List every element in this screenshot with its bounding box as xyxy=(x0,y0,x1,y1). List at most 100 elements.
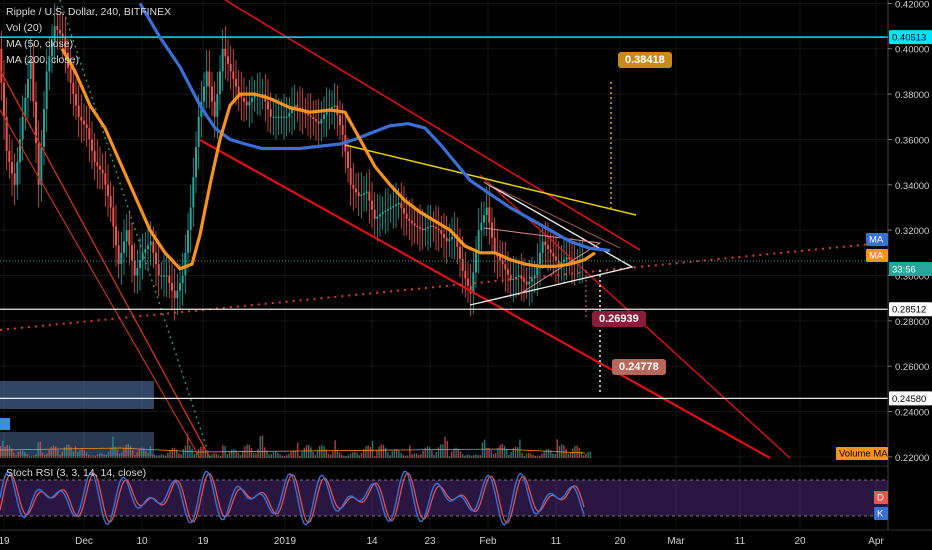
candle-body xyxy=(557,260,560,265)
y-tick-label: 0.32000 xyxy=(895,226,929,237)
volume-bar xyxy=(13,452,15,458)
volume-bar xyxy=(235,449,237,458)
support1-badge-bg xyxy=(889,302,932,317)
volume-bar xyxy=(220,455,222,458)
volume-bar xyxy=(459,451,462,458)
volume-bar xyxy=(360,453,363,458)
ma50-legend: MA (50, close) xyxy=(6,38,74,50)
volume-bar xyxy=(312,451,314,458)
candle-body xyxy=(552,252,555,257)
volume-bar xyxy=(501,444,503,458)
candle-body xyxy=(285,116,288,118)
volume-bar xyxy=(253,452,255,458)
candle-body xyxy=(515,276,517,279)
volume-bar xyxy=(28,455,30,458)
candle-body xyxy=(413,223,416,226)
volume-bar xyxy=(325,449,327,458)
volume-bar xyxy=(46,453,48,458)
volume-bar xyxy=(543,451,545,458)
volume-bar xyxy=(57,449,59,458)
volume-bar xyxy=(365,446,367,458)
volume-bar xyxy=(569,452,572,458)
ma200-axis-badge: MA xyxy=(869,235,884,246)
candle-body xyxy=(435,227,437,229)
candle-body xyxy=(437,228,440,231)
candle-body xyxy=(104,173,107,185)
candle-body xyxy=(187,230,189,253)
candle-body xyxy=(56,26,59,30)
x-tick-label: 10 xyxy=(136,536,148,547)
volume-bar xyxy=(499,444,501,458)
candle-body xyxy=(365,191,368,194)
volume-bar xyxy=(583,455,585,458)
candle-body xyxy=(179,283,181,291)
candle-body xyxy=(168,275,171,284)
volume-bar xyxy=(26,453,28,458)
volume-bar xyxy=(413,453,415,458)
volume-bar xyxy=(530,453,532,458)
candle-body xyxy=(91,139,93,151)
volume-bar xyxy=(429,447,431,458)
volume-bar xyxy=(404,455,407,458)
volume-bar xyxy=(323,445,325,458)
candle-body xyxy=(80,116,83,121)
candle-body xyxy=(347,151,349,169)
ma200-axis-badge-bg xyxy=(866,233,888,246)
candle-body xyxy=(419,227,421,229)
volume-bar xyxy=(70,447,72,458)
candle-body xyxy=(483,215,485,223)
x-tick-label: 11 xyxy=(735,536,746,547)
target-lower-tag: 0.24778 xyxy=(612,359,666,375)
yellow-trend-line xyxy=(344,144,637,216)
candle-body xyxy=(59,29,61,34)
volume-bar xyxy=(211,454,213,458)
candle-body xyxy=(528,281,531,285)
volume-bar xyxy=(61,451,63,458)
x-tick-label: Feb xyxy=(479,536,497,547)
volume-bar xyxy=(158,455,160,458)
volume-bar xyxy=(264,447,266,458)
countdown-badge-bg xyxy=(889,262,932,276)
volume-bar xyxy=(6,444,8,458)
candle-body xyxy=(75,94,77,106)
time-axis: 19 Dec 10 19 2019 14 23 Feb 11 20 Mar 11 20 Apr xyxy=(0,529,932,547)
triangle-line xyxy=(483,181,621,249)
candle-body xyxy=(16,162,19,185)
candle-body xyxy=(363,193,365,195)
candle-body xyxy=(459,246,461,259)
volume-bar xyxy=(341,454,343,458)
volume-bar xyxy=(145,450,147,458)
volume-profile xyxy=(0,381,154,456)
volume-bar xyxy=(391,451,393,458)
candle-body xyxy=(203,86,205,102)
candle-body xyxy=(475,251,477,273)
candle-body xyxy=(11,162,13,174)
volume-bar xyxy=(279,454,281,458)
symbol-title: Ripple / U.S. Dollar, 240, BITFINEX xyxy=(6,6,172,18)
x-tick-label: Mar xyxy=(667,536,685,547)
volume-bar xyxy=(358,455,360,458)
volume-bar xyxy=(103,454,105,458)
volume-bar xyxy=(528,453,530,458)
channel-lower-line xyxy=(199,139,771,459)
triangle-pattern xyxy=(469,181,634,306)
volume-bar xyxy=(187,434,189,458)
volume-bar xyxy=(380,444,382,458)
candle-body xyxy=(123,241,125,253)
volume-ma-line xyxy=(0,447,586,454)
candle-body xyxy=(280,116,283,118)
volume-bar xyxy=(321,444,323,458)
support1-badge: 0.28512 xyxy=(892,305,926,316)
volume-bar xyxy=(574,445,576,458)
volume-bar xyxy=(77,451,79,458)
candle-body xyxy=(64,37,67,53)
candle-body xyxy=(133,260,136,276)
volume-bar xyxy=(532,455,534,458)
candle-body xyxy=(224,48,227,57)
candle-body xyxy=(277,116,280,118)
volume-bar xyxy=(11,448,13,458)
candle-body xyxy=(520,275,523,279)
volume-bar xyxy=(239,455,242,458)
candle-body xyxy=(109,196,112,208)
